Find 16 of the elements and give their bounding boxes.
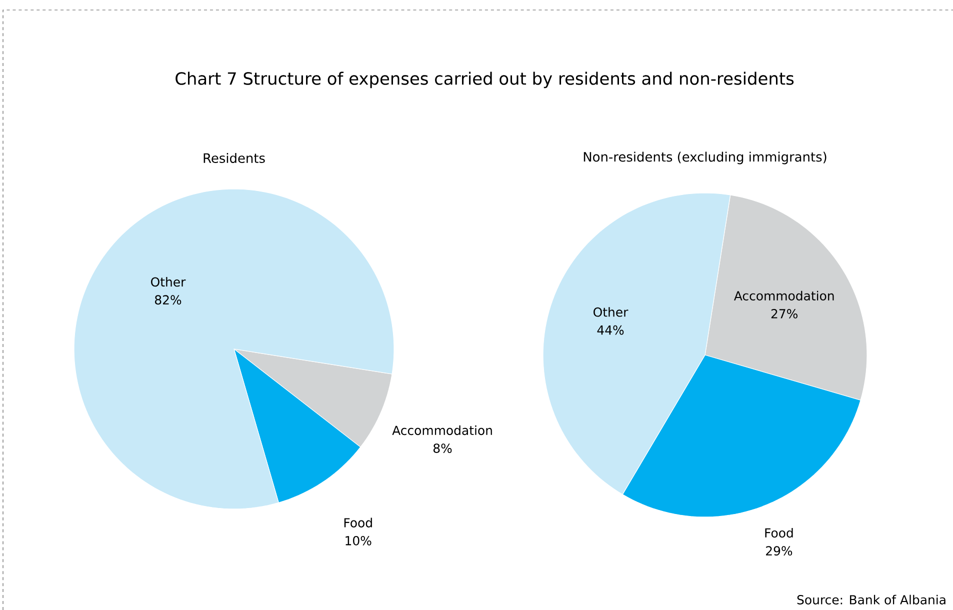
- data-label: 29%: [766, 546, 792, 556]
- data-label: 82%: [155, 295, 182, 305]
- slice-label: Other: [151, 277, 186, 287]
- data-label: 27%: [771, 309, 798, 318]
- source-note: Source: Bank of Albania: [797, 594, 946, 604]
- chart-subtitle: Residents: [204, 152, 265, 164]
- chart-title: Chart 7 Structure of expenses carried out by residents and non-residents: [176, 72, 794, 88]
- slice-label: Food: [344, 518, 372, 528]
- chart-title: Non-residents (excluding immigrants): [584, 152, 826, 164]
- slice-label: Other: [594, 307, 628, 317]
- slice-label: Accommodation: [392, 425, 492, 436]
- data-label: 8%: [433, 444, 452, 453]
- slice-label: Food: [765, 528, 793, 538]
- slice-label: Accommodation: [734, 290, 834, 300]
- data-label: 10%: [346, 536, 372, 546]
- data-label: 44%: [597, 325, 624, 335]
